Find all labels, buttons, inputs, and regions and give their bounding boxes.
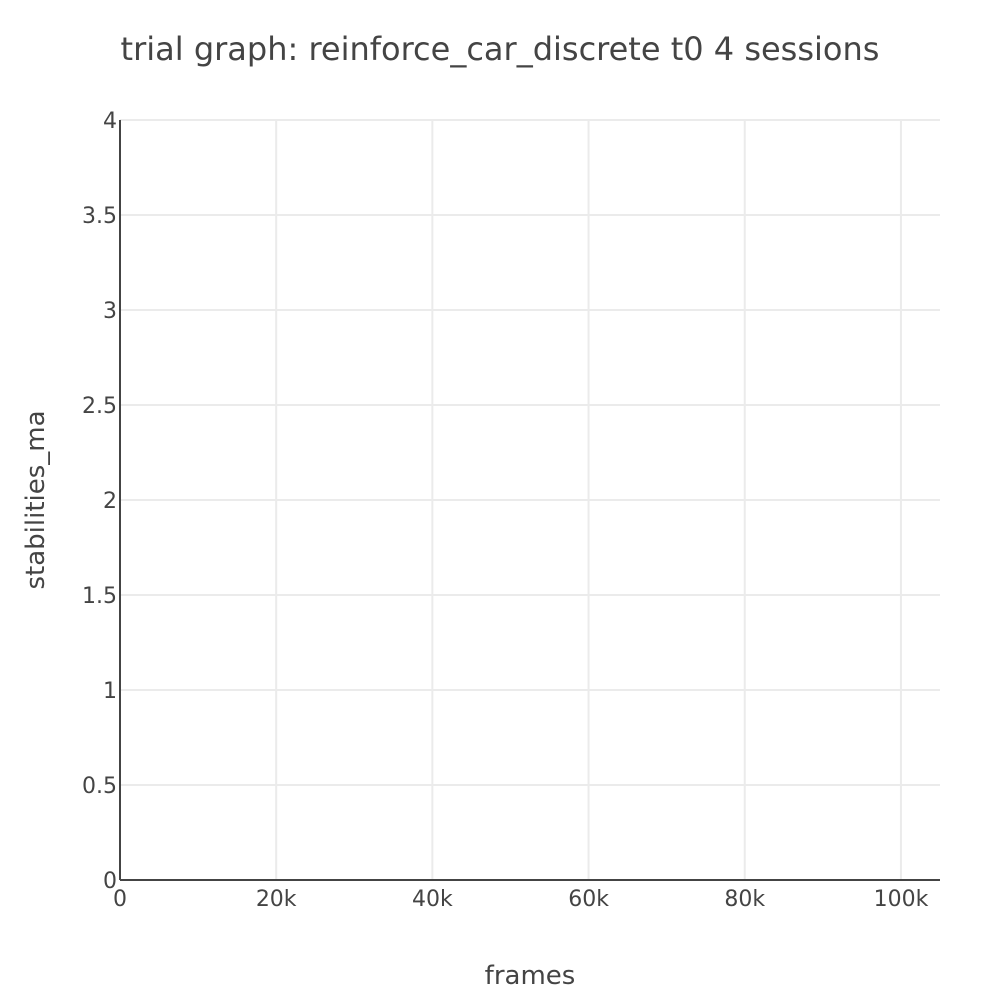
x-axis-label: frames <box>485 961 576 991</box>
x-tick-labels: 0 20k 40k 60k 80k 100k <box>113 887 929 912</box>
x-tick-label: 0 <box>113 887 127 912</box>
y-tick-label: 3 <box>103 299 117 324</box>
y-tick-label: 0.5 <box>82 774 117 799</box>
y-tick-label: 1.5 <box>82 584 117 609</box>
y-axis-label: stabilities_ma <box>21 410 51 589</box>
chart-title: trial graph: reinforce_car_discrete t0 4… <box>121 30 880 68</box>
x-tick-label: 60k <box>568 887 609 912</box>
x-tick-label: 20k <box>256 887 297 912</box>
grid-layer <box>120 119 940 880</box>
x-tick-label: 80k <box>724 887 765 912</box>
y-tick-label: 0 <box>103 869 117 894</box>
x-tick-label: 40k <box>412 887 453 912</box>
y-tick-label: 2.5 <box>82 394 117 419</box>
y-tick-labels: 0 0.5 1 1.5 2 2.5 3 3.5 4 <box>82 109 117 894</box>
y-tick-label: 3.5 <box>82 204 117 229</box>
x-tick-label: 100k <box>874 887 929 912</box>
y-tick-label: 2 <box>103 489 117 514</box>
y-tick-label: 1 <box>103 679 117 704</box>
y-tick-label: 4 <box>103 109 117 134</box>
